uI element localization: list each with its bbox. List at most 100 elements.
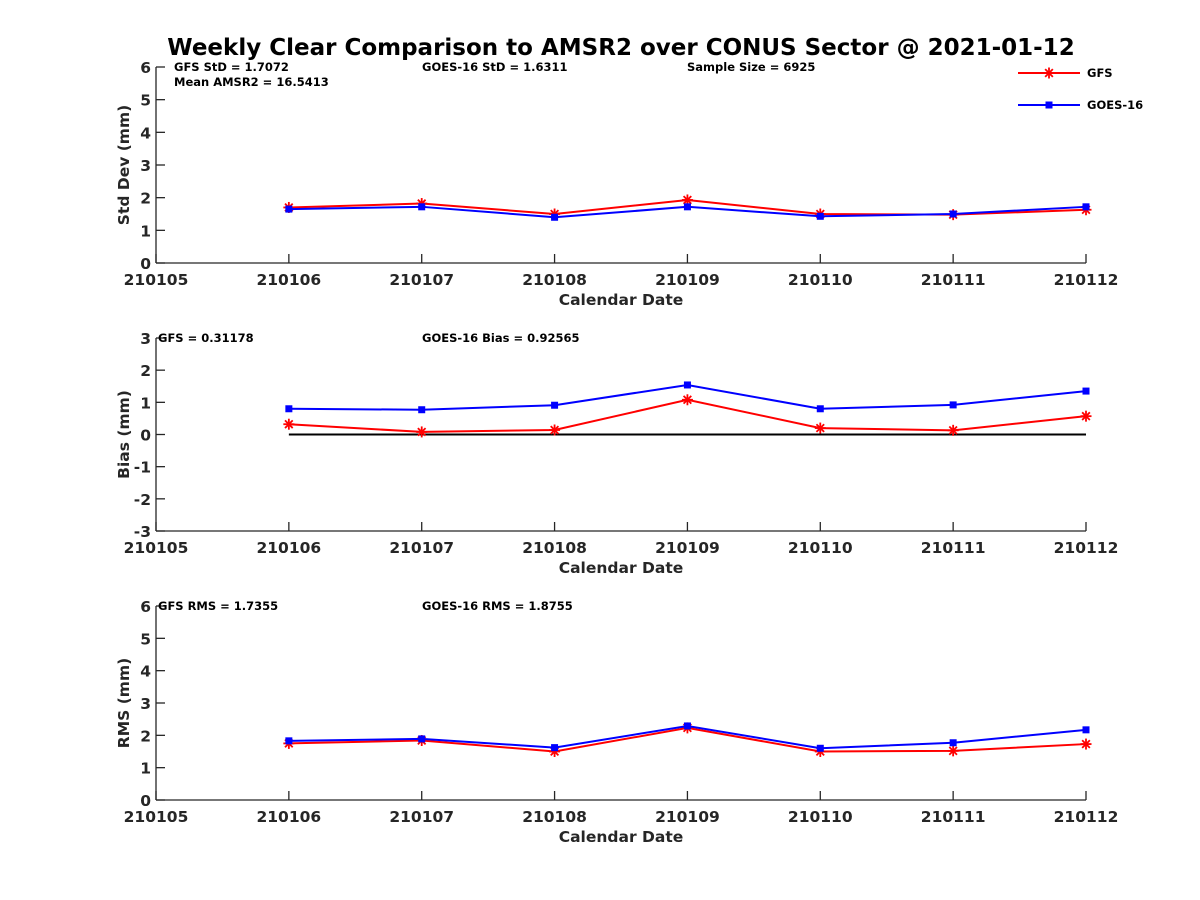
- x-tick-label: 210110: [788, 271, 853, 289]
- data-point: [949, 739, 957, 747]
- x-tick-label: 210110: [788, 808, 853, 826]
- data-point: [1080, 410, 1092, 422]
- y-tick-label: 1: [140, 760, 151, 778]
- data-point: [681, 394, 693, 406]
- x-tick-label: 210112: [1054, 539, 1119, 557]
- y-tick-label: 3: [140, 330, 151, 348]
- x-tick-label: 210105: [124, 539, 189, 557]
- data-point: [816, 405, 824, 413]
- x-tick-label: 210106: [256, 271, 321, 289]
- chart-panel-2: 210105 210106 210107 210108 210109 210110 2101…: [115, 330, 1118, 577]
- data-point: [285, 205, 293, 213]
- legend: GFS GOES-16: [1018, 66, 1143, 112]
- data-point: [549, 424, 561, 436]
- x-tick-label: 210111: [921, 808, 986, 826]
- y-tick-label: -3: [134, 523, 151, 541]
- x-tick-label: 210111: [921, 271, 986, 289]
- data-point: [947, 745, 959, 757]
- chart-panel-1: 210105 210106 210107 210108 210109 210110 2101…: [115, 59, 1143, 309]
- legend-marker: [1045, 101, 1053, 109]
- x-tick-label: 210108: [522, 808, 587, 826]
- x-tick-label: 210110: [788, 539, 853, 557]
- x-axis-label: Calendar Date: [559, 291, 684, 309]
- y-tick-label: 6: [140, 598, 151, 616]
- y-tick-label: 5: [140, 630, 151, 648]
- data-point: [1082, 726, 1090, 734]
- data-point: [418, 203, 426, 211]
- x-tick-label: 210111: [921, 539, 986, 557]
- legend-label: GFS: [1087, 66, 1113, 80]
- legend-label: GOES-16: [1087, 98, 1143, 112]
- x-tick-label: 210109: [655, 539, 720, 557]
- x-tick-label: 210107: [389, 271, 454, 289]
- data-point: [283, 418, 295, 430]
- y-tick-label: 3: [140, 157, 151, 175]
- x-tick-label: 210108: [522, 271, 587, 289]
- data-point: [683, 381, 691, 389]
- data-point: [681, 194, 693, 206]
- x-tick-label: 210106: [256, 808, 321, 826]
- y-tick-label: 0: [140, 255, 151, 273]
- x-tick-label: 210105: [124, 271, 189, 289]
- data-point: [416, 426, 428, 438]
- stat-annotation: GFS RMS = 1.7355: [158, 599, 278, 613]
- x-tick-label: 210107: [389, 539, 454, 557]
- x-tick-label: 210105: [124, 808, 189, 826]
- y-tick-label: 4: [140, 124, 151, 142]
- y-axis-label: Std Dev (mm): [115, 105, 133, 225]
- chart-title: Weekly Clear Comparison to AMSR2 over CO…: [167, 35, 1074, 61]
- data-point: [285, 737, 293, 745]
- y-tick-label: 1: [140, 394, 151, 412]
- stat-annotation: GFS = 0.31178: [158, 331, 254, 345]
- x-tick-label: 210109: [655, 271, 720, 289]
- y-tick-label: 2: [140, 727, 151, 745]
- series-goes-16: [285, 381, 1090, 414]
- y-tick-label: 2: [140, 362, 151, 380]
- series-goes-16: [285, 203, 1090, 221]
- y-axis-label: RMS (mm): [115, 658, 133, 748]
- y-tick-label: -1: [134, 459, 151, 477]
- stat-annotation: GOES-16 StD = 1.6311: [422, 60, 567, 74]
- chart-panel-3: 210105 210106 210107 210108 210109 210110 2101…: [115, 598, 1118, 846]
- data-point: [949, 401, 957, 409]
- legend-marker: [1043, 67, 1055, 79]
- y-tick-label: 2: [140, 190, 151, 208]
- x-tick-label: 210108: [522, 539, 587, 557]
- stat-annotation: Mean AMSR2 = 16.5413: [174, 75, 329, 89]
- data-point: [418, 735, 426, 743]
- y-tick-label: 0: [140, 427, 151, 445]
- x-tick-label: 210112: [1054, 271, 1119, 289]
- data-point: [1082, 203, 1090, 211]
- stat-annotation: GOES-16 RMS = 1.8755: [422, 599, 573, 613]
- series-gfs: [283, 394, 1092, 438]
- data-point: [551, 744, 559, 752]
- data-point: [551, 213, 559, 221]
- data-point: [816, 212, 824, 220]
- y-tick-label: 6: [140, 59, 151, 77]
- data-point: [285, 405, 293, 413]
- series-goes-16: [285, 722, 1090, 752]
- data-point: [814, 422, 826, 434]
- y-tick-label: 1: [140, 222, 151, 240]
- x-axis-label: Calendar Date: [559, 828, 684, 846]
- stat-annotation: GFS StD = 1.7072: [174, 60, 289, 74]
- data-point: [683, 203, 691, 211]
- data-point: [947, 424, 959, 436]
- x-tick-label: 210112: [1054, 808, 1119, 826]
- stat-annotation: Sample Size = 6925: [687, 60, 815, 74]
- data-point: [418, 406, 426, 414]
- legend-item-gfs: GFS: [1018, 66, 1113, 80]
- y-tick-label: 3: [140, 695, 151, 713]
- x-tick-label: 210107: [389, 808, 454, 826]
- y-axis-label: Bias (mm): [115, 390, 133, 479]
- x-axis-label: Calendar Date: [559, 559, 684, 577]
- stat-annotation: GOES-16 Bias = 0.92565: [422, 331, 579, 345]
- data-point: [551, 401, 559, 409]
- y-tick-label: 5: [140, 92, 151, 110]
- x-tick-label: 210106: [256, 539, 321, 557]
- legend-item-goes-16: GOES-16: [1018, 98, 1143, 112]
- data-point: [683, 722, 691, 730]
- y-tick-label: 0: [140, 792, 151, 810]
- data-point: [1082, 387, 1090, 395]
